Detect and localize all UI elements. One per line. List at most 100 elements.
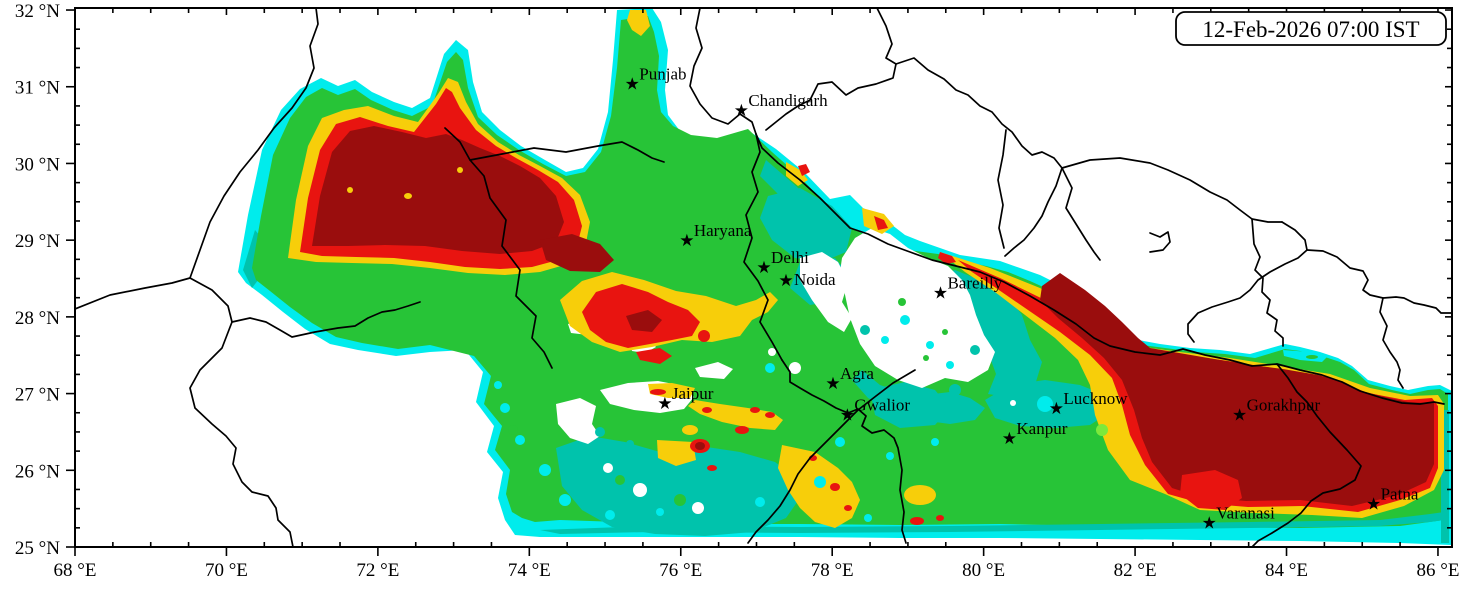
contour-holes-white-shape bbox=[603, 463, 613, 473]
city-label-lucknow: Lucknow bbox=[1063, 389, 1128, 408]
contour-speckles-shape bbox=[1037, 396, 1053, 412]
contour-speckles-shape bbox=[926, 341, 934, 349]
boundary-nepal-middle bbox=[1251, 218, 1284, 347]
boundary-nepal-west-wedge bbox=[1061, 167, 1101, 261]
contour-layer-red-shape bbox=[707, 465, 717, 471]
city-star-gorakhpur: ★ bbox=[1232, 405, 1247, 425]
boundary-himachal-uttarakhand bbox=[765, 9, 897, 131]
city-star-bareilly: ★ bbox=[933, 283, 948, 303]
contour-speckles-shape bbox=[508, 425, 518, 435]
contour-speckles-shape bbox=[1283, 350, 1328, 362]
city-label-kanpur: Kanpur bbox=[1016, 419, 1067, 438]
city-label-delhi: Delhi bbox=[771, 248, 809, 267]
contour-holes-white-shape bbox=[840, 228, 995, 388]
y-tick-label: 32 °N bbox=[15, 1, 60, 22]
contour-holes-white-shape bbox=[633, 483, 647, 497]
contour-layer-yellow-shape bbox=[657, 440, 696, 466]
y-tick-label: 25 °N bbox=[15, 538, 60, 559]
contour-layer-red-shape bbox=[910, 517, 924, 525]
contour-speckles-shape bbox=[942, 329, 948, 335]
boundary-pakistan-north bbox=[189, 9, 319, 279]
x-tick-label: 76 °E bbox=[659, 560, 702, 581]
x-tick-label: 84 °E bbox=[1265, 560, 1308, 581]
timestamp-text: 12-Feb-2026 07:00 IST bbox=[1202, 17, 1419, 42]
contour-layer-yellow-shape bbox=[627, 10, 650, 36]
contour-layer-red-shape bbox=[938, 252, 956, 264]
city-star-gwalior: ★ bbox=[840, 405, 855, 425]
city-label-gorakhpur: Gorakhpur bbox=[1247, 395, 1321, 414]
contour-speckles-shape bbox=[949, 384, 961, 396]
contour-speckles-shape bbox=[864, 514, 872, 522]
contour-layer-red-shape bbox=[636, 348, 672, 364]
contour-speckles-shape bbox=[626, 440, 634, 448]
boundary-yamuna-delhi bbox=[743, 133, 783, 361]
contour-speckles-shape bbox=[881, 336, 889, 344]
y-tick-label: 30 °N bbox=[15, 154, 60, 175]
x-tick-label: 68 °E bbox=[54, 560, 97, 581]
timestamp-box: 12-Feb-2026 07:00 IST bbox=[1175, 11, 1447, 46]
contour-speckles-shape bbox=[494, 381, 502, 389]
y-tick-label: 27 °N bbox=[15, 385, 60, 406]
x-tick-label: 74 °E bbox=[508, 560, 551, 581]
contour-speckles-shape bbox=[886, 452, 894, 460]
city-star-agra: ★ bbox=[825, 374, 840, 394]
contour-layer-teal-2 bbox=[540, 160, 1449, 543]
contour-speckles-shape bbox=[515, 435, 525, 445]
contour-speckles bbox=[494, 298, 1328, 522]
contour-holes-white-shape bbox=[556, 398, 600, 444]
city-star-kanpur: ★ bbox=[1002, 429, 1017, 449]
contour-layer-darkred-shape bbox=[347, 187, 353, 193]
map-axes: 68 °E 70 °E 72 °E 74 °E 76 °E 78 °E 80 °E 82 °E… bbox=[15, 1, 1460, 581]
contour-layer-teal-2-shape bbox=[760, 160, 845, 244]
contour-layer-teal-2-shape bbox=[540, 512, 1444, 534]
contour-speckles-shape bbox=[500, 403, 510, 413]
boundary-uttarakhand-inner bbox=[997, 129, 1007, 249]
contour-layer-red-shape bbox=[698, 330, 710, 342]
city-label-punjab: Punjab bbox=[639, 65, 686, 84]
city-star-jaipur: ★ bbox=[657, 394, 672, 414]
contour-field bbox=[76, 9, 1451, 546]
contour-speckles-shape bbox=[1096, 424, 1108, 436]
contour-layer-yellow-shape bbox=[682, 425, 698, 435]
contour-speckles-shape bbox=[605, 510, 615, 520]
contour-layer-red-shape bbox=[765, 412, 775, 418]
x-tick-label: 78 °E bbox=[811, 560, 854, 581]
contour-layer-darkred-shape bbox=[540, 234, 614, 272]
contour-layer-darkred-shape bbox=[695, 442, 705, 450]
x-tick-label: 70 °E bbox=[205, 560, 248, 581]
x-tick-label: 86 °E bbox=[1416, 560, 1459, 581]
boundary-nepal-east-south bbox=[1379, 297, 1404, 389]
city-star-varanasi: ★ bbox=[1202, 513, 1217, 533]
city-star-delhi: ★ bbox=[756, 258, 771, 278]
city-label-haryana: Haryana bbox=[694, 221, 752, 240]
yellow-jaipur-arc bbox=[688, 400, 783, 430]
y-tick-label: 29 °N bbox=[15, 231, 60, 252]
boundary-pakistan-south bbox=[189, 277, 294, 546]
city-label-jaipur: Jaipur bbox=[672, 384, 714, 403]
x-tick-label: 80 °E bbox=[962, 560, 1005, 581]
boundary-up-bihar bbox=[1251, 363, 1362, 546]
darkred-northwest-core bbox=[312, 126, 564, 254]
boundary-nepal-east bbox=[1306, 249, 1451, 314]
boundary-chambal bbox=[747, 369, 916, 544]
contour-speckles-shape bbox=[860, 325, 870, 335]
contour-speckles-shape bbox=[559, 494, 571, 506]
contour-layer-red-shape bbox=[874, 216, 888, 230]
contour-speckles-shape bbox=[970, 345, 980, 355]
contour-layer-red-shape bbox=[830, 483, 840, 491]
contour-layer-red-shape bbox=[650, 389, 666, 395]
contour-layer-yellow-shape bbox=[904, 485, 936, 505]
boundary-left-wiggle bbox=[1149, 231, 1171, 253]
x-tick-label: 72 °E bbox=[356, 560, 399, 581]
city-star-patna: ★ bbox=[1366, 494, 1381, 514]
boundary-nepal-loop bbox=[1187, 221, 1308, 343]
contour-layer-red-shape bbox=[798, 164, 810, 176]
city-star-chandigarh: ★ bbox=[734, 101, 749, 121]
boundary-gwalior-loop bbox=[781, 359, 907, 544]
contour-speckles-shape bbox=[656, 508, 664, 516]
contour-layer-red-shape bbox=[702, 407, 712, 413]
contour-speckles-shape bbox=[755, 497, 765, 507]
contour-layer-red-shape bbox=[936, 515, 944, 521]
contour-layer-red-shape bbox=[750, 407, 760, 413]
